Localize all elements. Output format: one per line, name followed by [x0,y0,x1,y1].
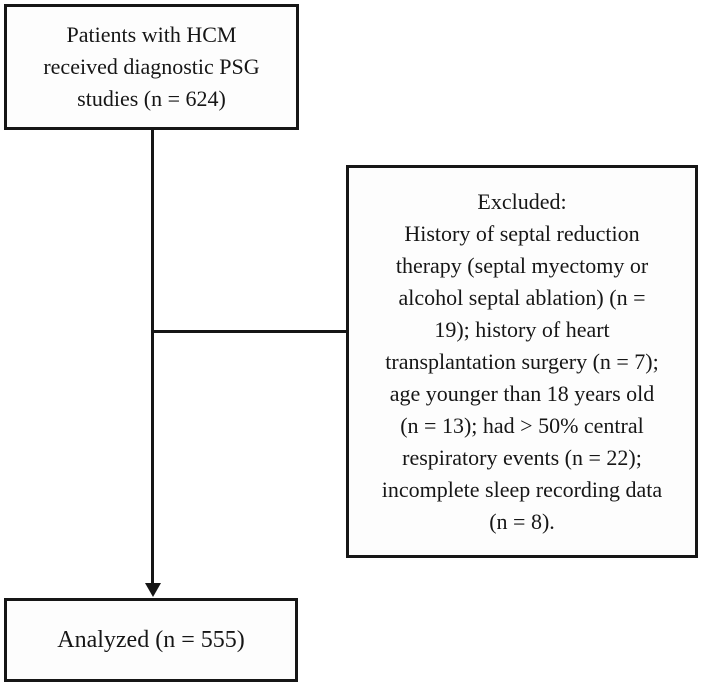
excluded-text-line: respiratory events (n = 22); [402,444,642,470]
excluded-heading: Excluded: [477,188,567,214]
excluded-text-line: History of septal reduction [404,220,640,246]
excluded-text-line: (n = 13); had > 50% central [400,412,644,438]
excluded-text-line: transplantation surgery (n = 7); [385,348,659,374]
connector-branch-to-excluded [151,330,346,333]
enrollment-text-line: studies (n = 624) [77,86,226,111]
node-excluded: Excluded: History of septal reduction th… [346,165,698,558]
enrollment-text-line: Patients with HCM [66,22,237,47]
analyzed-label: Analyzed (n = 555) [57,627,245,653]
arrowhead-down-icon [145,583,161,597]
node-enrollment: Patients with HCM received diagnostic PS… [4,4,299,130]
excluded-text-line: (n = 8). [489,508,555,534]
excluded-text-line: incomplete sleep recording data [381,476,663,502]
excluded-text-line: 19); history of heart [434,316,610,342]
node-analyzed: Analyzed (n = 555) [4,598,298,682]
enrollment-text-line: received diagnostic PSG [43,54,260,79]
connector-enrollment-to-analyzed [151,130,154,585]
excluded-text-line: alcohol septal ablation) (n = [398,284,646,310]
excluded-text-line: age younger than 18 years old [389,380,655,406]
excluded-text-line: therapy (septal myectomy or [395,252,649,278]
